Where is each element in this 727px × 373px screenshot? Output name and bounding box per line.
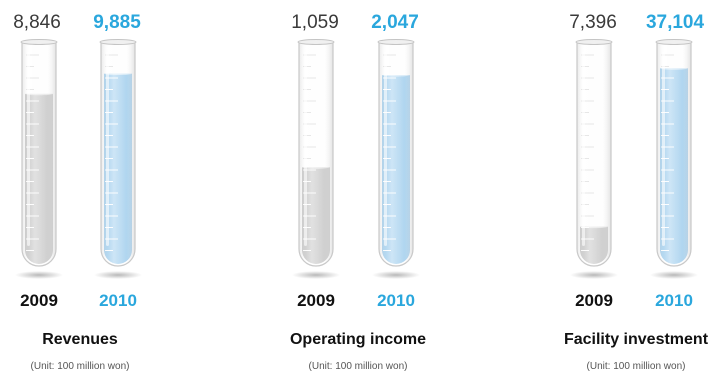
chart-revenues: 8,846 9,885 2009 2010 Revenues (Unit: 10… — [13, 12, 142, 372]
glass-tube — [298, 41, 334, 267]
tube-rim — [297, 39, 335, 45]
tube-2010 — [372, 39, 420, 279]
glass-highlight — [106, 52, 109, 246]
tube-rim — [575, 39, 613, 45]
glass-tube — [100, 41, 136, 267]
unit-note: (Unit: 100 million won) — [31, 361, 130, 372]
glass-highlight — [304, 52, 307, 246]
glass-tube — [656, 41, 692, 267]
tube-2010 — [650, 39, 698, 279]
glass-highlight — [384, 52, 387, 246]
tube-rim — [20, 39, 58, 45]
value-label-2010: 37,104 — [646, 12, 705, 33]
year-label-2010: 2010 — [377, 291, 415, 310]
value-label-2010: 9,885 — [93, 12, 141, 33]
tube-rim — [99, 39, 137, 45]
tube-2009 — [570, 39, 618, 279]
glass-tube — [378, 41, 414, 267]
tube-shadow — [650, 271, 698, 279]
tube-2009 — [292, 39, 340, 279]
tube-2009 — [15, 39, 63, 279]
chart-facility-investment: 7,396 37,104 2009 2010 Facility investme… — [564, 12, 709, 372]
tube-rim — [655, 39, 693, 45]
chart-title: Revenues — [42, 331, 118, 348]
year-label-2009: 2009 — [20, 291, 58, 310]
value-label-2009: 8,846 — [13, 12, 61, 33]
glass-highlight — [582, 52, 585, 246]
tube-shadow — [15, 271, 63, 279]
tube-rim — [377, 39, 415, 45]
glass-tube — [576, 41, 612, 267]
glass-highlight — [662, 52, 665, 246]
year-label-2010: 2010 — [655, 291, 693, 310]
chart-title: Facility investment — [564, 331, 709, 348]
unit-note: (Unit: 100 million won) — [309, 361, 408, 372]
value-label-2009: 1,059 — [291, 12, 339, 33]
tube-shadow — [372, 271, 420, 279]
chart-title: Operating income — [290, 331, 426, 348]
year-label-2009: 2009 — [297, 291, 335, 310]
tube-shadow — [570, 271, 618, 279]
unit-note: (Unit: 100 million won) — [587, 361, 686, 372]
tube-2010 — [94, 39, 142, 279]
tube-shadow — [94, 271, 142, 279]
value-label-2010: 2,047 — [371, 12, 419, 33]
value-label-2009: 7,396 — [569, 12, 617, 33]
chart-operating-income: 1,059 2,047 2009 2010 Operating income (… — [290, 12, 426, 372]
glass-highlight — [27, 52, 30, 246]
glass-tube — [21, 41, 57, 267]
tube-shadow — [292, 271, 340, 279]
year-label-2010: 2010 — [99, 291, 137, 310]
year-label-2009: 2009 — [575, 291, 613, 310]
